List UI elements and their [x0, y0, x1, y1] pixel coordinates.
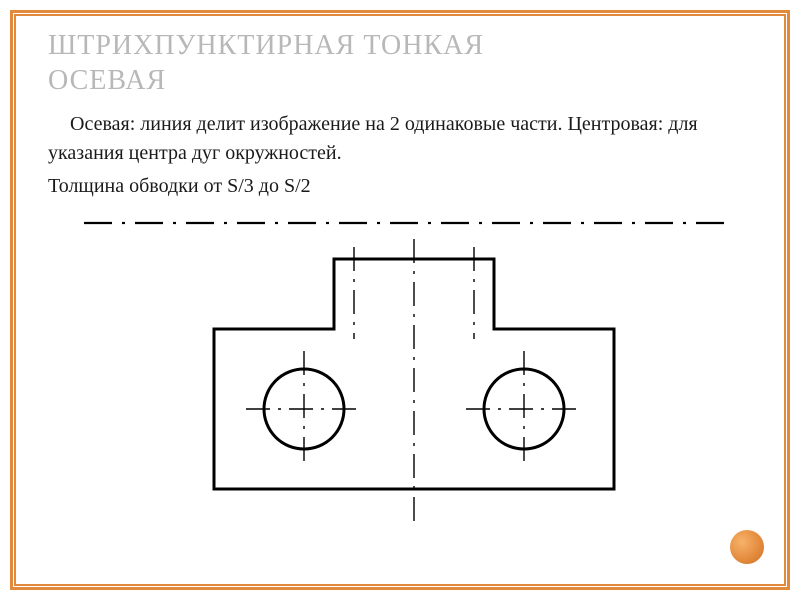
title-line-1: ШТРИХПУНКТИРНАЯ ТОНКАЯ [48, 30, 484, 61]
technical-drawing [54, 239, 754, 539]
slide-content: ШТРИХПУНКТИРНАЯ ТОНКАЯ ОСЕВАЯ Осевая: ли… [48, 28, 760, 572]
thickness-line: Толщина обводки от S/3 до S/2 [48, 172, 760, 201]
diagram-container [48, 213, 760, 539]
dash-dot-sample-line [54, 213, 754, 239]
paragraph-description: Осевая: линия делит изображение на 2 оди… [48, 110, 708, 168]
paragraph-text: Осевая: линия делит изображение на 2 оди… [48, 113, 698, 164]
title-line-2: ОСЕВАЯ [48, 65, 166, 96]
corner-ornament-icon [730, 530, 764, 564]
page-title: ШТРИХПУНКТИРНАЯ ТОНКАЯ ОСЕВАЯ [48, 28, 760, 98]
